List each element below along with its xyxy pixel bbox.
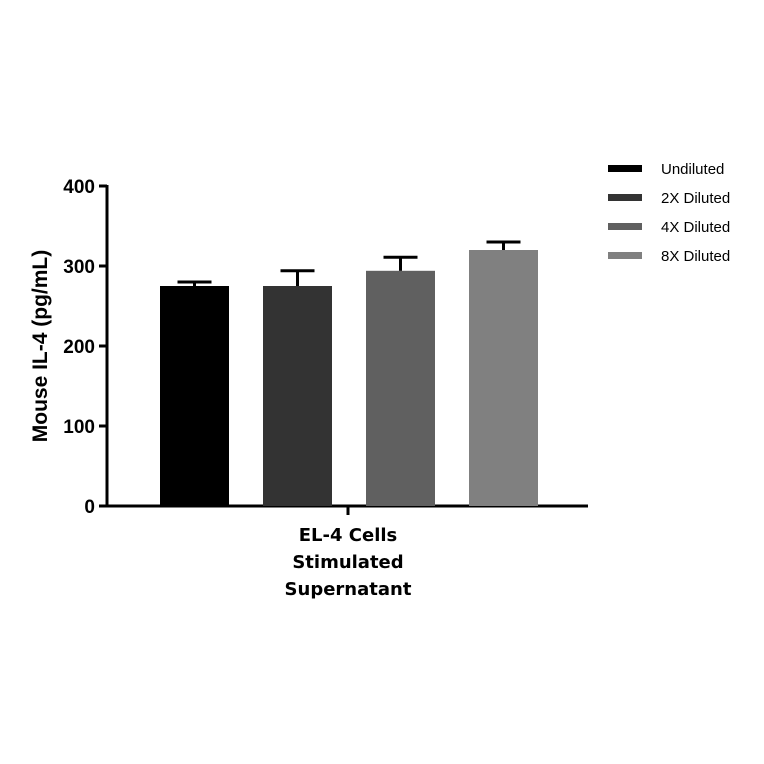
y-tick-label: 200 <box>63 337 95 358</box>
bar-8x-diluted <box>469 250 538 506</box>
y-axis-title: Mouse IL-4 (pg/mL) <box>29 250 52 443</box>
y-tick-label: 100 <box>63 417 95 438</box>
legend-label: 4X Diluted <box>661 219 730 236</box>
legend-label: 8X Diluted <box>661 248 730 265</box>
legend-swatch <box>608 223 642 230</box>
x-category-label: Stimulated <box>292 552 403 573</box>
bar-4x-diluted <box>366 270 435 506</box>
legend-label: Undiluted <box>661 161 724 178</box>
y-tick-label: 400 <box>63 177 95 198</box>
bar-undiluted <box>160 286 229 506</box>
bar-2x-diluted <box>263 286 332 506</box>
legend-label: 2X Diluted <box>661 190 730 207</box>
x-category-label: Supernatant <box>285 579 412 600</box>
legend-swatch <box>608 194 642 201</box>
y-tick-label: 0 <box>84 497 95 518</box>
y-tick-label: 300 <box>63 257 95 278</box>
legend-swatch <box>608 252 642 259</box>
legend-swatch <box>608 165 642 172</box>
x-category-label: EL-4 Cells <box>299 525 398 546</box>
